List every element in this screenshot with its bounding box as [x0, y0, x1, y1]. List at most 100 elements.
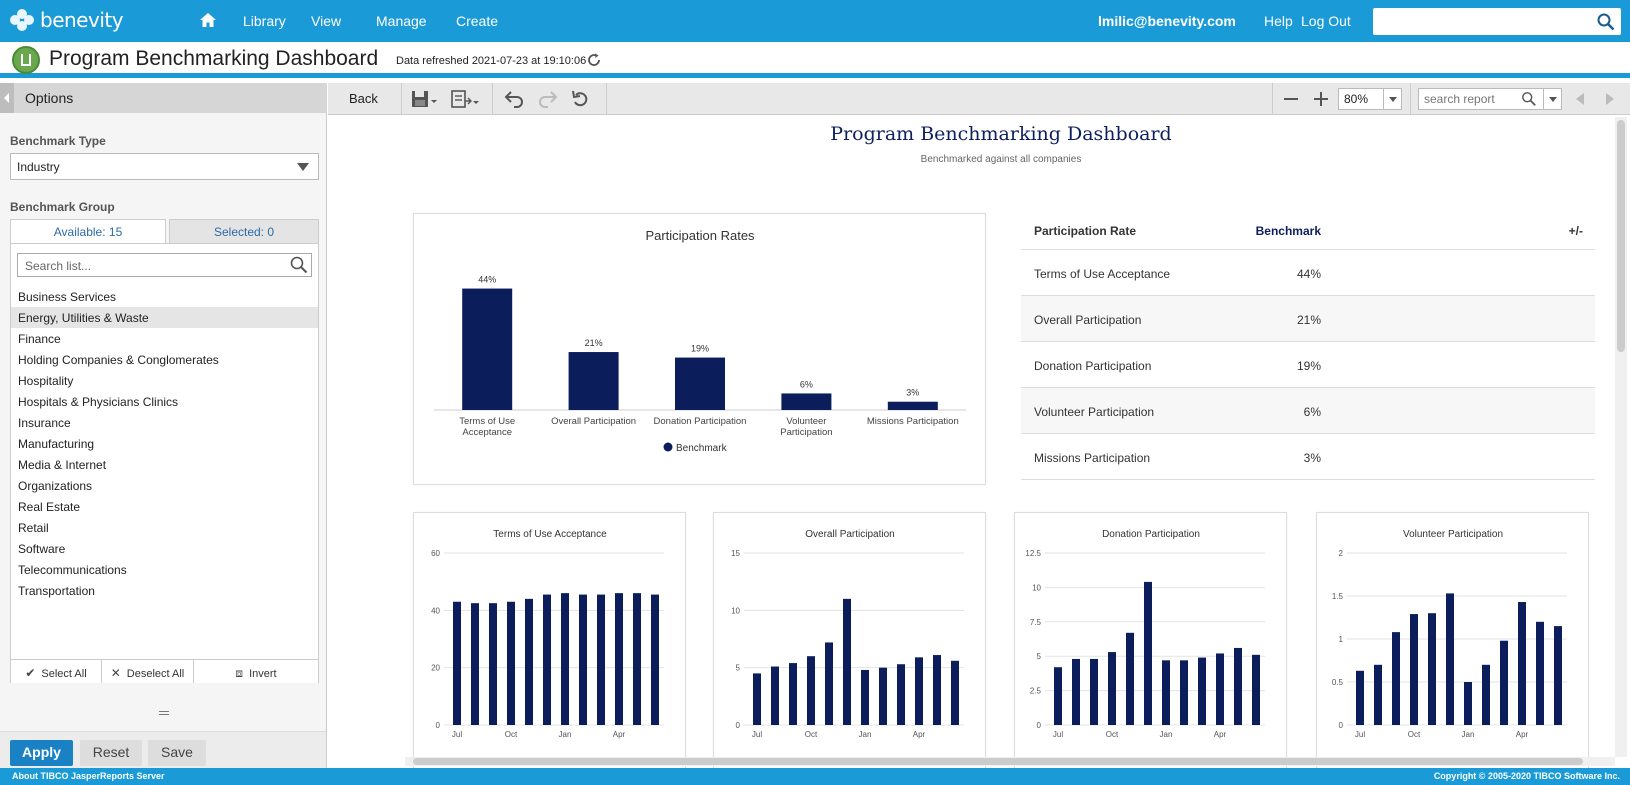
- refresh-icon[interactable]: [586, 52, 602, 68]
- bar[interactable]: [887, 401, 938, 410]
- undo-icon[interactable]: [503, 89, 525, 109]
- save-button[interactable]: Save: [148, 740, 206, 766]
- bar[interactable]: [568, 352, 619, 410]
- list-item[interactable]: Transportation: [18, 584, 95, 598]
- search-icon[interactable]: [1521, 91, 1537, 107]
- bar[interactable]: [597, 594, 605, 725]
- list-item[interactable]: Holding Companies & Conglomerates: [18, 353, 219, 367]
- list-item[interactable]: Energy, Utilities & Waste: [11, 307, 318, 328]
- help-link[interactable]: Help: [1264, 13, 1293, 29]
- bar[interactable]: [843, 598, 851, 725]
- bar[interactable]: [1410, 614, 1418, 725]
- search-icon[interactable]: [1597, 13, 1615, 31]
- bar[interactable]: [771, 666, 779, 725]
- scroll-thumb[interactable]: [1617, 120, 1625, 352]
- bar[interactable]: [1126, 632, 1134, 725]
- bar[interactable]: [543, 594, 551, 725]
- bar[interactable]: [1216, 653, 1224, 725]
- list-item[interactable]: Hospitality: [18, 374, 74, 388]
- collapse-panel-button[interactable]: [0, 83, 14, 113]
- vertical-scrollbar[interactable]: [1615, 117, 1627, 757]
- bar[interactable]: [753, 673, 761, 725]
- deselect-all-button[interactable]: ✕ Deselect All: [102, 660, 194, 683]
- next-result-icon[interactable]: [1606, 93, 1614, 105]
- bar[interactable]: [507, 601, 515, 725]
- bar[interactable]: [1428, 613, 1436, 725]
- bar[interactable]: [633, 593, 641, 725]
- bar[interactable]: [1090, 658, 1098, 725]
- bar[interactable]: [471, 603, 479, 725]
- bar[interactable]: [1500, 640, 1508, 725]
- bar[interactable]: [525, 598, 533, 725]
- nav-create[interactable]: Create: [456, 13, 499, 29]
- list-item[interactable]: Retail: [18, 521, 49, 535]
- list-item[interactable]: Organizations: [18, 479, 93, 493]
- home-icon[interactable]: [199, 12, 217, 28]
- reset-button[interactable]: Reset: [80, 740, 142, 766]
- undo-all-icon[interactable]: [570, 89, 592, 109]
- bar[interactable]: [1554, 626, 1562, 725]
- bar[interactable]: [1072, 658, 1080, 725]
- search-icon[interactable]: [290, 256, 308, 274]
- benchmark-type-select[interactable]: Industry: [10, 153, 319, 180]
- redo-icon[interactable]: [537, 89, 559, 109]
- benevity-logo[interactable]: benevity: [10, 8, 124, 32]
- back-button[interactable]: Back: [328, 83, 402, 114]
- bar[interactable]: [781, 393, 832, 410]
- bar[interactable]: [1054, 667, 1062, 725]
- logout-link[interactable]: Log Out: [1301, 13, 1351, 29]
- apply-button[interactable]: Apply: [10, 740, 73, 766]
- report-search-input[interactable]: search report: [1418, 88, 1562, 110]
- bar[interactable]: [675, 357, 725, 410]
- save-icon[interactable]: [410, 89, 440, 109]
- list-item[interactable]: Real Estate: [18, 500, 81, 514]
- zoom-select[interactable]: 80%: [1338, 88, 1402, 110]
- bar[interactable]: [915, 657, 923, 725]
- list-item[interactable]: Software: [18, 542, 66, 556]
- bar[interactable]: [579, 594, 587, 725]
- nav-view[interactable]: View: [311, 13, 342, 29]
- bar[interactable]: [1374, 664, 1382, 725]
- bar[interactable]: [861, 669, 869, 725]
- list-item[interactable]: Manufacturing: [18, 437, 95, 451]
- list-item[interactable]: Business Services: [18, 290, 117, 304]
- chevron-down-icon[interactable]: [1543, 89, 1561, 109]
- bar[interactable]: [1234, 647, 1242, 725]
- bar[interactable]: [897, 664, 905, 725]
- nav-library[interactable]: Library: [243, 13, 286, 29]
- scroll-thumb[interactable]: [413, 758, 1583, 765]
- zoom-out-icon[interactable]: [1280, 89, 1302, 109]
- list-item[interactable]: Media & Internet: [18, 458, 107, 472]
- horizontal-scrollbar[interactable]: [405, 757, 1615, 766]
- previous-result-icon[interactable]: [1576, 93, 1584, 105]
- invert-button[interactable]: ⧈ Invert: [194, 660, 318, 683]
- bar[interactable]: [651, 594, 659, 725]
- export-icon[interactable]: [449, 89, 481, 109]
- bar[interactable]: [807, 656, 815, 725]
- list-item[interactable]: Hospitals & Physicians Clinics: [18, 395, 179, 409]
- bar[interactable]: [1180, 660, 1188, 725]
- list-item[interactable]: Insurance: [18, 416, 71, 430]
- bar[interactable]: [933, 655, 941, 725]
- nav-manage[interactable]: Manage: [376, 13, 427, 29]
- list-item[interactable]: Telecommunications: [18, 563, 127, 577]
- bar[interactable]: [453, 601, 461, 725]
- list-search-input[interactable]: Search list...: [17, 253, 312, 277]
- select-all-button[interactable]: ✔ Select All: [11, 660, 102, 683]
- bar[interactable]: [1482, 664, 1490, 725]
- user-email-link[interactable]: lmilic@benevity.com: [1098, 13, 1236, 29]
- bar[interactable]: [462, 288, 513, 410]
- bar[interactable]: [951, 660, 959, 725]
- bar[interactable]: [1536, 621, 1544, 725]
- bar[interactable]: [789, 663, 797, 725]
- list-item[interactable]: Finance: [18, 332, 61, 346]
- tab-selected[interactable]: Selected: 0: [169, 219, 319, 244]
- zoom-in-icon[interactable]: [1310, 89, 1332, 109]
- resize-grip[interactable]: [159, 711, 169, 715]
- bar[interactable]: [1464, 682, 1472, 725]
- bar[interactable]: [1108, 652, 1116, 725]
- bar[interactable]: [1198, 657, 1206, 725]
- bar[interactable]: [615, 593, 623, 725]
- bar[interactable]: [1446, 593, 1454, 725]
- tab-available[interactable]: Available: 15: [10, 219, 166, 244]
